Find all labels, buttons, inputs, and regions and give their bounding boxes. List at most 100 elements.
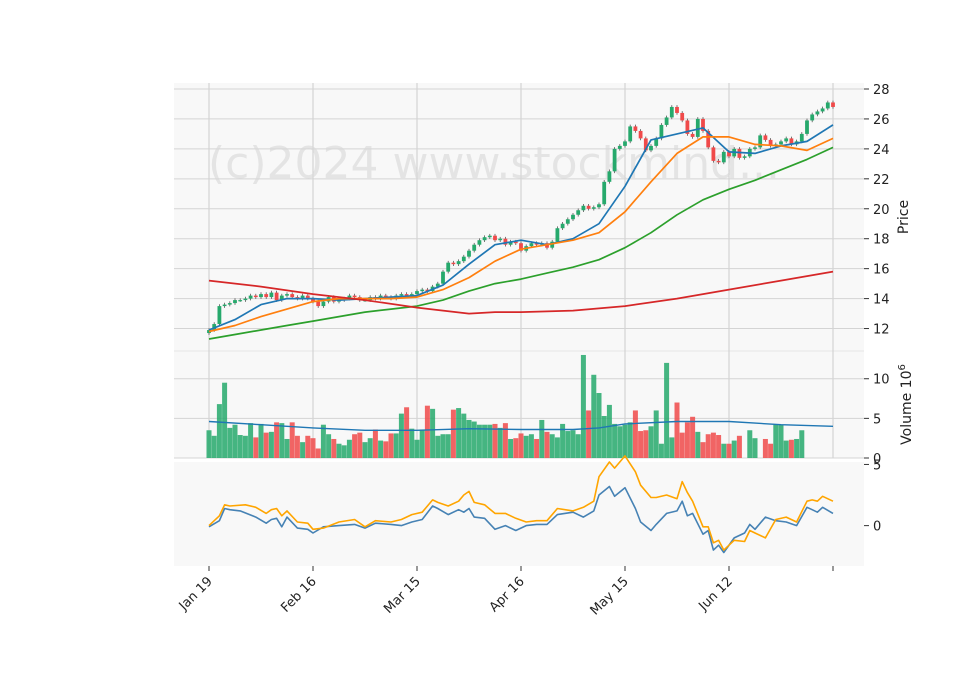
volume-bar: [570, 430, 576, 458]
candle-body: [680, 112, 685, 121]
candle-body: [695, 118, 700, 137]
volume-bar: [409, 428, 415, 458]
volume-bar: [284, 438, 290, 458]
volume-bar: [726, 443, 732, 458]
candle-body: [259, 294, 263, 298]
volume-bar: [580, 354, 586, 458]
candle-body: [779, 141, 783, 145]
volume-bar: [549, 434, 555, 458]
candle-body: [675, 106, 679, 113]
volume-bar: [336, 443, 342, 458]
candle-body: [721, 151, 726, 163]
candle-body: [805, 120, 809, 134]
volume-bar: [643, 430, 649, 458]
candle-body: [820, 108, 825, 112]
candle-body: [571, 214, 575, 220]
volume-bar: [268, 431, 274, 458]
volume-bar: [352, 434, 358, 458]
price-axis-title: Price: [896, 200, 912, 234]
volume-bar: [372, 429, 378, 458]
candle-body: [659, 124, 664, 139]
volume-bar: [508, 438, 514, 458]
candle-body: [467, 250, 471, 257]
candle-body: [248, 295, 253, 299]
volume-bar: [320, 424, 326, 458]
candle-body: [207, 330, 211, 334]
volume-bar: [445, 434, 451, 458]
volume-bar: [778, 424, 784, 458]
volume-bar: [627, 422, 633, 458]
volume-bar: [388, 433, 394, 458]
candle-body: [435, 283, 440, 287]
candle-body: [742, 156, 747, 158]
candle-body: [607, 171, 612, 182]
volume-bar: [497, 427, 503, 458]
candle-body: [415, 291, 419, 295]
volume-bar: [383, 441, 389, 458]
volume-bar: [435, 435, 441, 458]
volume-bar: [705, 434, 711, 458]
volume-bar: [674, 402, 680, 458]
candle-body: [238, 300, 243, 302]
volume-bar: [575, 434, 581, 458]
candle-body: [701, 118, 705, 131]
price-tick-label: 16: [873, 263, 890, 278]
candle-body: [789, 138, 794, 145]
candle-body: [222, 304, 227, 307]
candle-body: [737, 148, 742, 158]
volume-bar: [471, 421, 477, 458]
indicator-line-2: [208, 455, 834, 551]
candle-body: [727, 151, 731, 157]
candle-body: [758, 135, 763, 148]
moving-average-line-1: [208, 124, 834, 331]
moving-average-line-3: [208, 146, 834, 340]
volume-bar: [279, 423, 285, 458]
volume-bar: [653, 410, 659, 458]
price-tick-label: 18: [873, 233, 890, 248]
candle-body: [493, 235, 497, 241]
candle-body: [477, 240, 482, 245]
volume-bar: [658, 443, 664, 458]
candle-body: [420, 289, 425, 292]
candle-body: [487, 235, 492, 238]
volume-bar: [206, 430, 212, 458]
volume-bar: [736, 435, 742, 458]
volume-bar: [502, 423, 508, 458]
volume-bar: [799, 430, 805, 458]
volume-bar: [596, 393, 602, 458]
candle-body: [586, 205, 591, 209]
candle-body: [669, 106, 674, 118]
candle-body: [602, 181, 607, 205]
candle-body: [482, 237, 487, 241]
volume-bar: [534, 438, 540, 458]
candle-body: [690, 133, 695, 137]
volume-bar: [222, 382, 228, 458]
indicator-line-1: [208, 485, 834, 554]
candle-body: [519, 243, 523, 251]
volume-bar: [612, 423, 618, 458]
volume-bar: [783, 440, 789, 458]
volume-bar: [274, 422, 280, 458]
candle-body: [555, 228, 560, 242]
volume-bar: [586, 410, 592, 458]
candle-body: [508, 241, 513, 245]
volume-bar: [289, 422, 295, 458]
volume-bar: [513, 438, 519, 458]
candle-body: [617, 145, 622, 149]
volume-bar: [331, 438, 337, 458]
candle-body: [451, 262, 456, 265]
volume-bar: [487, 424, 493, 458]
candle-body: [217, 306, 222, 325]
volume-bar: [664, 362, 670, 458]
price-tick-label: 26: [873, 113, 890, 128]
volume-bar: [679, 432, 685, 458]
volume-bar: [794, 438, 800, 458]
candle-body: [550, 241, 555, 248]
candle-body: [591, 207, 596, 209]
volume-bar: [242, 435, 248, 458]
volume-bar: [216, 404, 222, 458]
volume-bar: [528, 434, 534, 458]
price-tick-label: 24: [873, 143, 890, 158]
